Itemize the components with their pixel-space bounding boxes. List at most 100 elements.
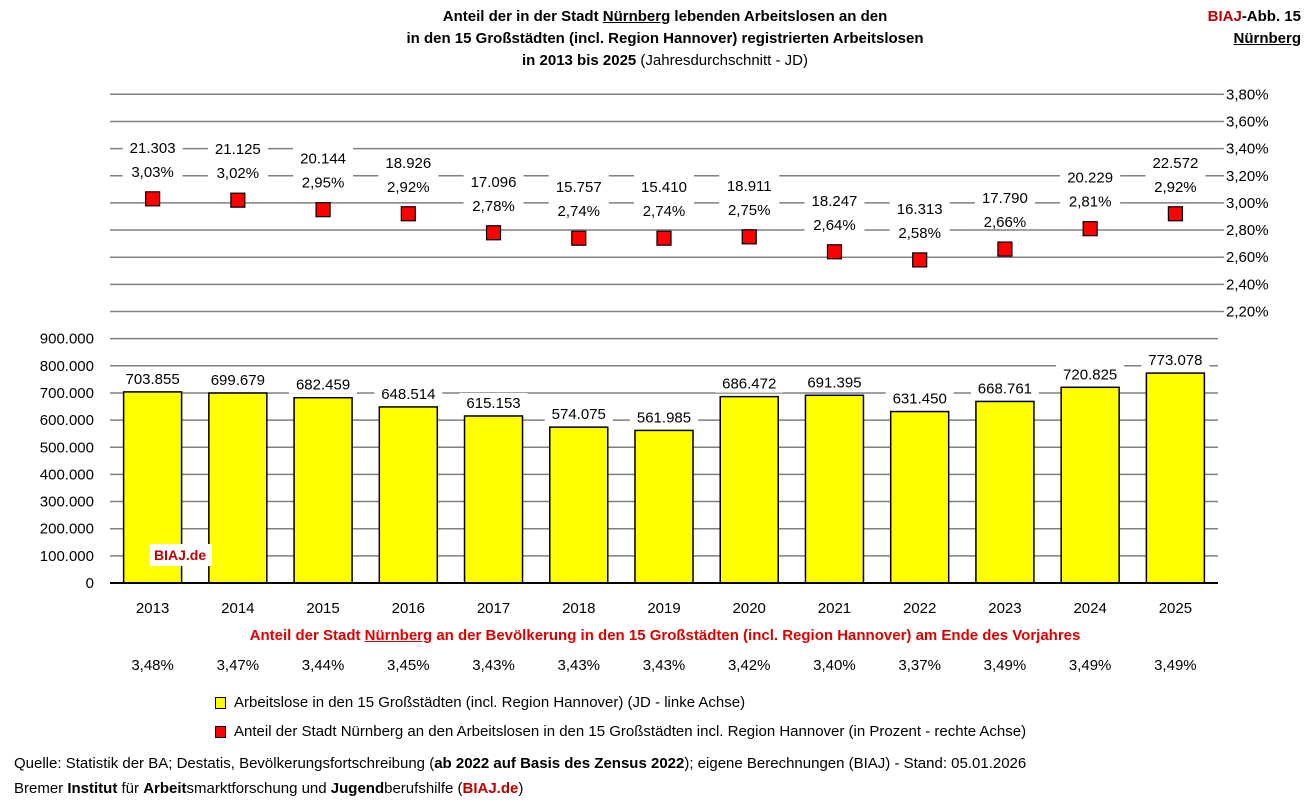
bar-label: 631.450 xyxy=(893,391,947,408)
bar-label-bg xyxy=(203,370,272,390)
marker-count-label: 17.096 xyxy=(471,174,517,191)
marker-count-label: 15.757 xyxy=(556,179,602,196)
x-axis-tick: 2022 xyxy=(903,600,936,617)
marker-count-label: 16.313 xyxy=(897,201,943,218)
bar xyxy=(889,410,950,584)
bar-label: 691.395 xyxy=(807,374,861,391)
marker-count-label: 15.410 xyxy=(641,179,687,196)
footer-link[interactable]: BIAJ.de xyxy=(462,780,519,797)
marker-label-bg xyxy=(378,149,439,194)
bar-label: 682.459 xyxy=(296,377,350,394)
title-note: (Jahresdurchschnitt - JD) xyxy=(636,52,808,69)
bar-label: 720.825 xyxy=(1063,366,1117,383)
bar-label-bg xyxy=(374,383,443,403)
legend-label: Arbeitslose in den 15 Großstädten (incl.… xyxy=(234,694,746,711)
right-axis-tick: 2,20% xyxy=(1226,304,1269,321)
footer-text: berufshilfe ( xyxy=(384,780,463,797)
title-line2: in den 15 Großstädten (incl. Region Hann… xyxy=(406,30,924,47)
population-value: 3,47% xyxy=(216,657,260,674)
marker-label-bg xyxy=(548,174,609,219)
left-axis-tick: 0 xyxy=(86,575,94,592)
marker-percent-label: 2,58% xyxy=(898,225,941,242)
bar xyxy=(1060,386,1120,584)
legend-item-markers: Anteil der Stadt Nürnberg an den Arbeits… xyxy=(215,723,1026,740)
title-text: lebenden Arbeitslosen an den xyxy=(670,8,888,25)
bar-label-bg xyxy=(630,407,698,427)
marker-percent-label: 2,92% xyxy=(387,179,430,196)
bar xyxy=(463,415,524,584)
bar-label-bg xyxy=(970,378,1039,398)
x-axis-tick: 2017 xyxy=(477,600,510,617)
marker-count-label: 21.303 xyxy=(130,140,176,157)
bar-label-bg xyxy=(544,404,613,424)
population-value: 3,48% xyxy=(131,657,174,674)
marker xyxy=(656,230,672,246)
bar-label: 699.679 xyxy=(211,372,265,389)
right-axis-tick: 3,20% xyxy=(1226,168,1269,185)
footer-institute: Bremer Institut für Arbeitsmarktforschun… xyxy=(14,780,523,797)
footer-text: smarktforschung und xyxy=(186,780,331,797)
bar-label-bg xyxy=(800,372,869,392)
marker-label-bg xyxy=(463,168,524,213)
marker xyxy=(315,202,331,218)
bar xyxy=(1145,372,1206,584)
left-axis-tick: 500.000 xyxy=(40,439,94,456)
bar-label: 686.472 xyxy=(722,376,776,393)
population-value: 3,43% xyxy=(642,657,686,674)
marker xyxy=(145,191,161,207)
badge-city: Nürnberg xyxy=(1233,30,1302,47)
x-axis-tick: 2015 xyxy=(306,600,339,617)
bar-label-bg xyxy=(459,392,528,412)
marker-percent-label: 2,66% xyxy=(984,214,1027,231)
badge-number: -Abb. 15 xyxy=(1241,8,1301,25)
badge-biaj: BIAJ xyxy=(1207,8,1242,25)
bar xyxy=(293,396,353,584)
source-bold: ab 2022 auf Basis des Zensus 2022 xyxy=(434,755,685,772)
legend-label: Anteil der Stadt Nürnberg an den Arbeits… xyxy=(234,723,1027,740)
bar-label: 561.985 xyxy=(637,409,691,426)
marker-percent-label: 2,75% xyxy=(728,202,771,219)
left-axis-tick: 600.000 xyxy=(40,412,94,429)
marker-percent-label: 2,74% xyxy=(643,203,686,220)
x-axis-tick: 2019 xyxy=(647,600,680,617)
source-note: Quelle: Statistik der BA; Destatis, Bevö… xyxy=(14,755,1026,772)
population-value: 3,40% xyxy=(813,657,856,674)
marker-count-label: 18.926 xyxy=(385,155,431,172)
source-text: ); eigene Berechnungen (BIAJ) - Stand: 0… xyxy=(684,755,1027,772)
source-text: Quelle: Statistik der BA; Destatis, Bevö… xyxy=(14,755,435,772)
title-years: in 2013 bis 2025 xyxy=(522,52,637,69)
marker-percent-label: 3,02% xyxy=(217,165,260,182)
right-axis-tick: 3,80% xyxy=(1226,86,1269,103)
marker xyxy=(230,192,246,208)
x-axis-tick: 2016 xyxy=(392,600,425,617)
bar xyxy=(634,429,694,584)
marker-label-bg xyxy=(1060,164,1121,209)
right-axis-tick: 3,00% xyxy=(1226,195,1269,212)
footer-text: für xyxy=(117,780,144,797)
left-axis-tick: 200.000 xyxy=(40,521,94,538)
marker-label-bg xyxy=(889,195,950,240)
marker-label-bg xyxy=(293,145,354,190)
marker xyxy=(485,225,502,241)
marker-percent-label: 3,03% xyxy=(131,164,174,181)
population-title-text: Anteil der Stadt xyxy=(249,627,365,644)
right-axis-tick: 3,60% xyxy=(1226,113,1269,130)
bar-label: 574.075 xyxy=(552,406,606,423)
bar xyxy=(804,394,865,584)
bar-label-bg xyxy=(118,368,187,388)
population-value: 3,43% xyxy=(557,657,601,674)
left-axis-tick: 800.000 xyxy=(40,358,94,375)
marker-label-bg xyxy=(634,174,694,219)
population-value: 3,45% xyxy=(387,657,430,674)
bar xyxy=(378,406,439,584)
marker-count-label: 18.247 xyxy=(812,193,858,210)
figure-badge: BIAJ-Abb. 15 Nürnberg xyxy=(1208,6,1301,50)
marker xyxy=(826,244,843,260)
marker-label-bg xyxy=(1145,149,1206,194)
marker xyxy=(400,206,416,222)
marker xyxy=(1082,221,1098,237)
marker xyxy=(1167,206,1183,222)
marker-percent-label: 2,64% xyxy=(813,217,856,234)
footer-text: Bremer xyxy=(14,780,68,797)
legend-item-bars: Arbeitslose in den 15 Großstädten (incl.… xyxy=(215,694,745,711)
